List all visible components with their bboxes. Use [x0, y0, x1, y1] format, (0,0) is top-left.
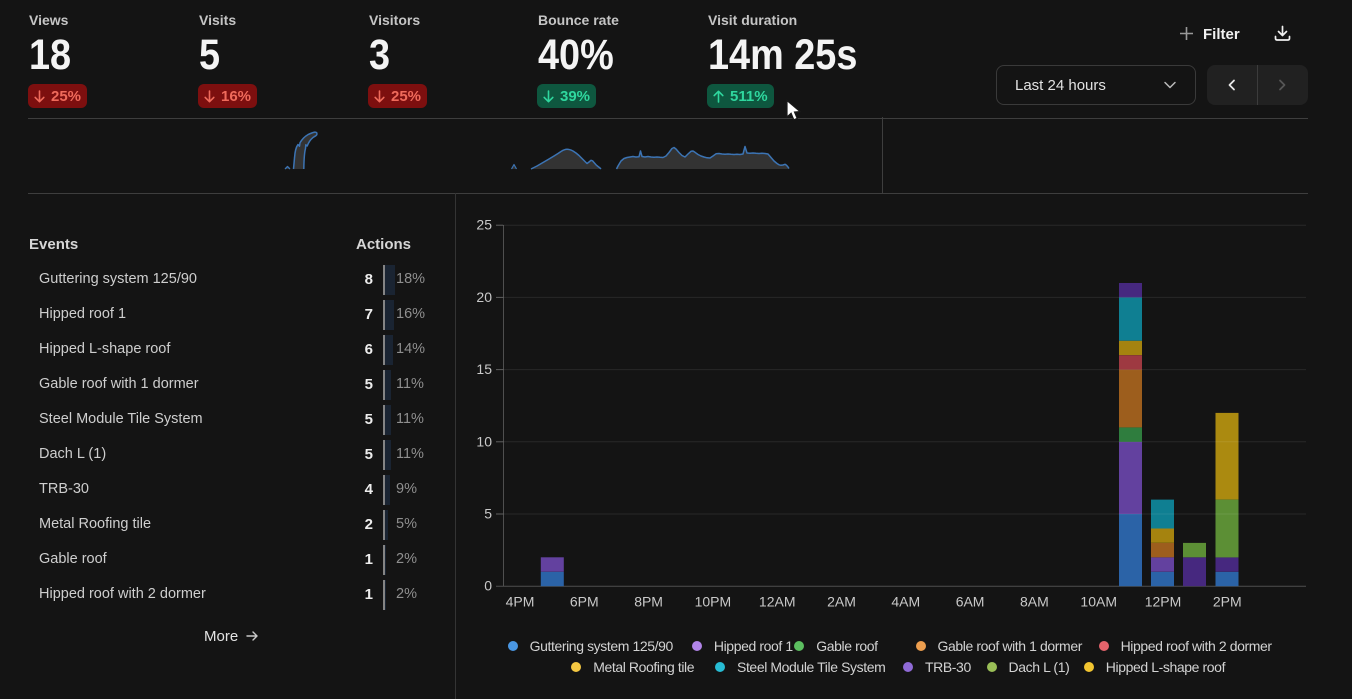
svg-text:10AM: 10AM: [1080, 594, 1117, 610]
svg-text:6AM: 6AM: [956, 594, 985, 610]
svg-text:10: 10: [476, 433, 492, 449]
svg-text:10PM: 10PM: [695, 594, 732, 610]
svg-text:0: 0: [484, 578, 492, 594]
svg-text:5: 5: [484, 506, 492, 522]
svg-text:6PM: 6PM: [570, 594, 599, 610]
svg-text:12PM: 12PM: [1145, 594, 1182, 610]
svg-text:15: 15: [476, 361, 492, 377]
svg-text:2PM: 2PM: [1213, 594, 1242, 610]
svg-text:12AM: 12AM: [759, 594, 796, 610]
svg-text:4PM: 4PM: [506, 594, 535, 610]
svg-text:4AM: 4AM: [891, 594, 920, 610]
svg-text:8AM: 8AM: [1020, 594, 1049, 610]
svg-text:25: 25: [476, 217, 492, 233]
svg-text:20: 20: [476, 289, 492, 305]
svg-text:8PM: 8PM: [634, 594, 663, 610]
svg-text:2AM: 2AM: [827, 594, 856, 610]
